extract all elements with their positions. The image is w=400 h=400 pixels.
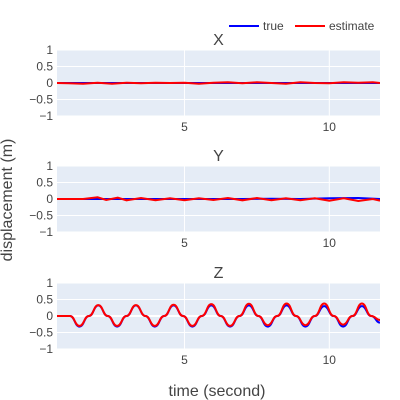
- y-tick-label: 0: [46, 309, 53, 323]
- subplot-title: Z: [214, 265, 224, 282]
- series-line-estimate: [57, 302, 380, 327]
- y-tick-label: −1: [39, 109, 53, 123]
- series-line-estimate: [57, 196, 380, 203]
- y-tick-label: 1: [46, 159, 53, 173]
- subplot-panels: 1 0.5 0 −0.5 −1 5 10 X 1 0.5 0 −0.5 −1 5 10 Y 1 0.5 0 −0.5 −…: [29, 32, 380, 367]
- subplot-title: X: [213, 32, 224, 49]
- x-tick-label: 5: [181, 353, 188, 367]
- subplot-title: Y: [213, 148, 224, 165]
- y-tick-label: −1: [39, 342, 53, 356]
- subplot-z: 1 0.5 0 −0.5 −1 5 10 Z: [29, 265, 380, 367]
- y-tick-label: 0: [46, 192, 53, 206]
- x-tick-label: 10: [323, 236, 337, 250]
- x-tick-label: 10: [323, 353, 337, 367]
- legend: true estimate: [229, 19, 375, 33]
- y-axis-title: displacement (m): [0, 139, 16, 262]
- legend-label-true: true: [263, 19, 284, 33]
- subplot-x: 1 0.5 0 −0.5 −1 5 10 X: [29, 32, 380, 134]
- x-axis-title: time (second): [169, 383, 266, 400]
- y-tick-label: 0.5: [36, 60, 53, 74]
- y-tick-label: −0.5: [29, 93, 53, 107]
- x-tick-label: 5: [181, 236, 188, 250]
- x-tick-label: 10: [323, 120, 337, 134]
- y-tick-label: −1: [39, 225, 53, 239]
- y-tick-label: 1: [46, 43, 53, 57]
- y-tick-label: 0.5: [36, 293, 53, 307]
- y-tick-label: 0: [46, 76, 53, 90]
- legend-label-estimate: estimate: [329, 19, 375, 33]
- y-tick-label: 0.5: [36, 176, 53, 190]
- x-tick-label: 5: [181, 120, 188, 134]
- y-tick-label: 1: [46, 276, 53, 290]
- y-tick-label: −0.5: [29, 326, 53, 340]
- y-tick-label: −0.5: [29, 209, 53, 223]
- series-line-estimate: [57, 81, 380, 85]
- subplot-y: 1 0.5 0 −0.5 −1 5 10 Y: [29, 148, 380, 250]
